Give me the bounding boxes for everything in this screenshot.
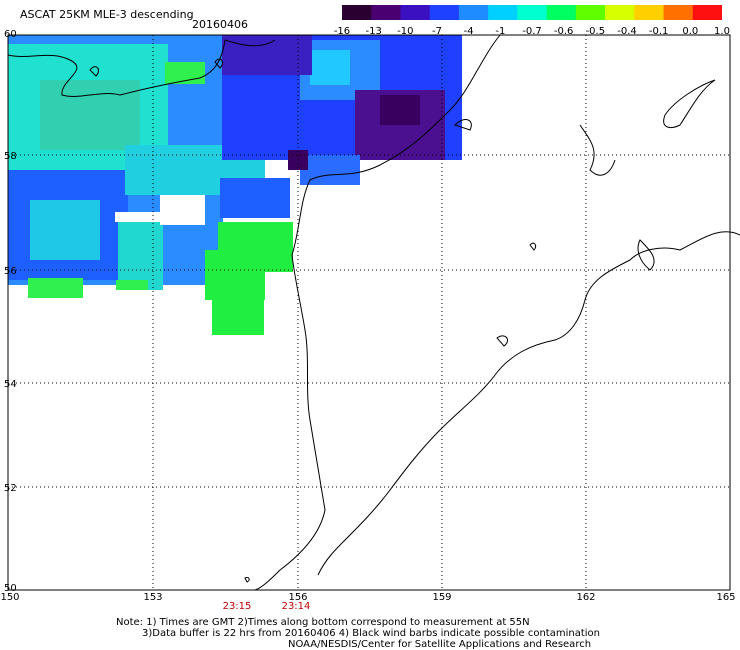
colorbar-swatch — [517, 5, 548, 20]
colorbar-label: 0.0 — [682, 26, 699, 37]
colorbar-swatch — [575, 5, 606, 20]
longitude-label: 162 — [576, 592, 596, 603]
colorbar — [342, 5, 722, 20]
colorbar-swatch — [429, 5, 460, 20]
latitude-label: 60 — [4, 29, 17, 40]
colorbar-label: -0.6 — [553, 26, 574, 37]
latitude-label: 58 — [4, 151, 17, 162]
colorbar-swatch — [692, 5, 722, 20]
map-frame — [7, 34, 731, 591]
latitude-label: 54 — [4, 379, 17, 390]
latitude-label: 50 — [4, 583, 17, 594]
longitude-label: 159 — [432, 592, 452, 603]
colorbar-label: -0.5 — [585, 26, 606, 37]
colorbar-swatch — [371, 5, 401, 20]
note-line-1: Note: 1) Times are GMT 2)Times along bot… — [116, 617, 530, 628]
colorbar-label: -7 — [432, 26, 442, 37]
colorbar-swatch — [663, 5, 694, 20]
latitude-label: 56 — [4, 266, 17, 277]
colorbar-swatch — [458, 5, 489, 20]
time-label-1: 23:15 — [222, 601, 252, 612]
colorbar-label: -4 — [463, 26, 474, 37]
colorbar-swatch — [634, 5, 665, 20]
map-title: ASCAT 25KM MLE-3 descending — [20, 8, 194, 21]
coastline — [7, 34, 740, 591]
latitude-label: 52 — [4, 483, 17, 494]
data-swath — [8, 35, 462, 335]
note-line-3: NOAA/NESDIS/Center for Satellite Applica… — [288, 639, 592, 650]
colorbar-swatch — [488, 5, 518, 20]
colorbar-label: -16 — [333, 26, 351, 37]
colorbar-label: -0.1 — [648, 26, 669, 37]
time-label-2: 23:14 — [281, 601, 311, 612]
note-line-2: 3)Data buffer is 22 hrs from 20160406 4)… — [142, 628, 600, 639]
longitude-label: 165 — [716, 592, 736, 603]
colorbar-label: -10 — [397, 26, 414, 37]
longitude-label: 153 — [143, 592, 163, 603]
longitude-label: 156 — [288, 592, 308, 603]
colorbar-label: -13 — [365, 26, 382, 37]
longitude-label: 150 — [0, 592, 20, 603]
map-date: 20160406 — [192, 18, 248, 31]
colorbar-label: -0.7 — [522, 26, 542, 37]
colorbar-label: -0.4 — [617, 26, 637, 37]
colorbar-swatch — [342, 5, 372, 20]
colorbar-swatch — [546, 5, 577, 20]
graticule — [8, 35, 730, 590]
colorbar-swatch — [605, 5, 635, 20]
colorbar-label: 1.0 — [714, 26, 730, 37]
colorbar-label: -1 — [495, 26, 506, 37]
colorbar-swatch — [400, 5, 431, 20]
